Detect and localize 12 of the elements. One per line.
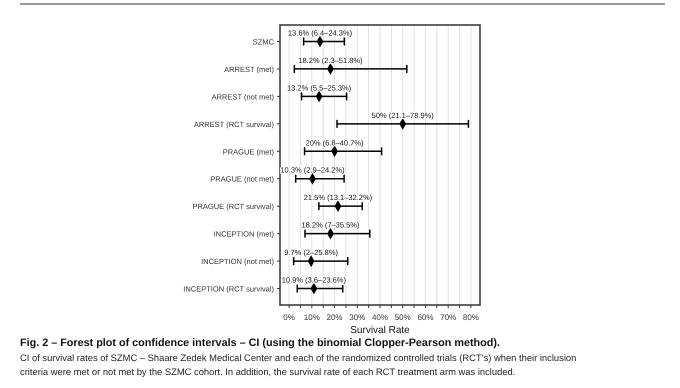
x-axis-title: Survival Rate [350,325,410,336]
x-tick-label: 80% [462,313,479,322]
x-tick-label: 50% [394,313,411,322]
x-tick-label: 20% [326,313,343,322]
x-tick-label: 0% [283,313,295,322]
x-tick-label: 10% [304,313,320,322]
text: Fig. 2 – Forest plot of confidence intervals – CI (using the binomial Clopper-Pearson method). [20,337,500,349]
x-tick-label: 60% [417,313,434,322]
x-tick-label: 30% [349,313,366,322]
x-tick-label: 70% [440,313,456,322]
x-tick-label: 40% [372,313,388,322]
text: CI of survival rates of SZMC – Shaare Zedek Medical Center and each of the randomized controlled trials (RCT’s) when their inclusion criteria were met or not met by the SZMC cohort. In addition, the survival rate of each RCT treatment arm was included. [20,352,576,377]
